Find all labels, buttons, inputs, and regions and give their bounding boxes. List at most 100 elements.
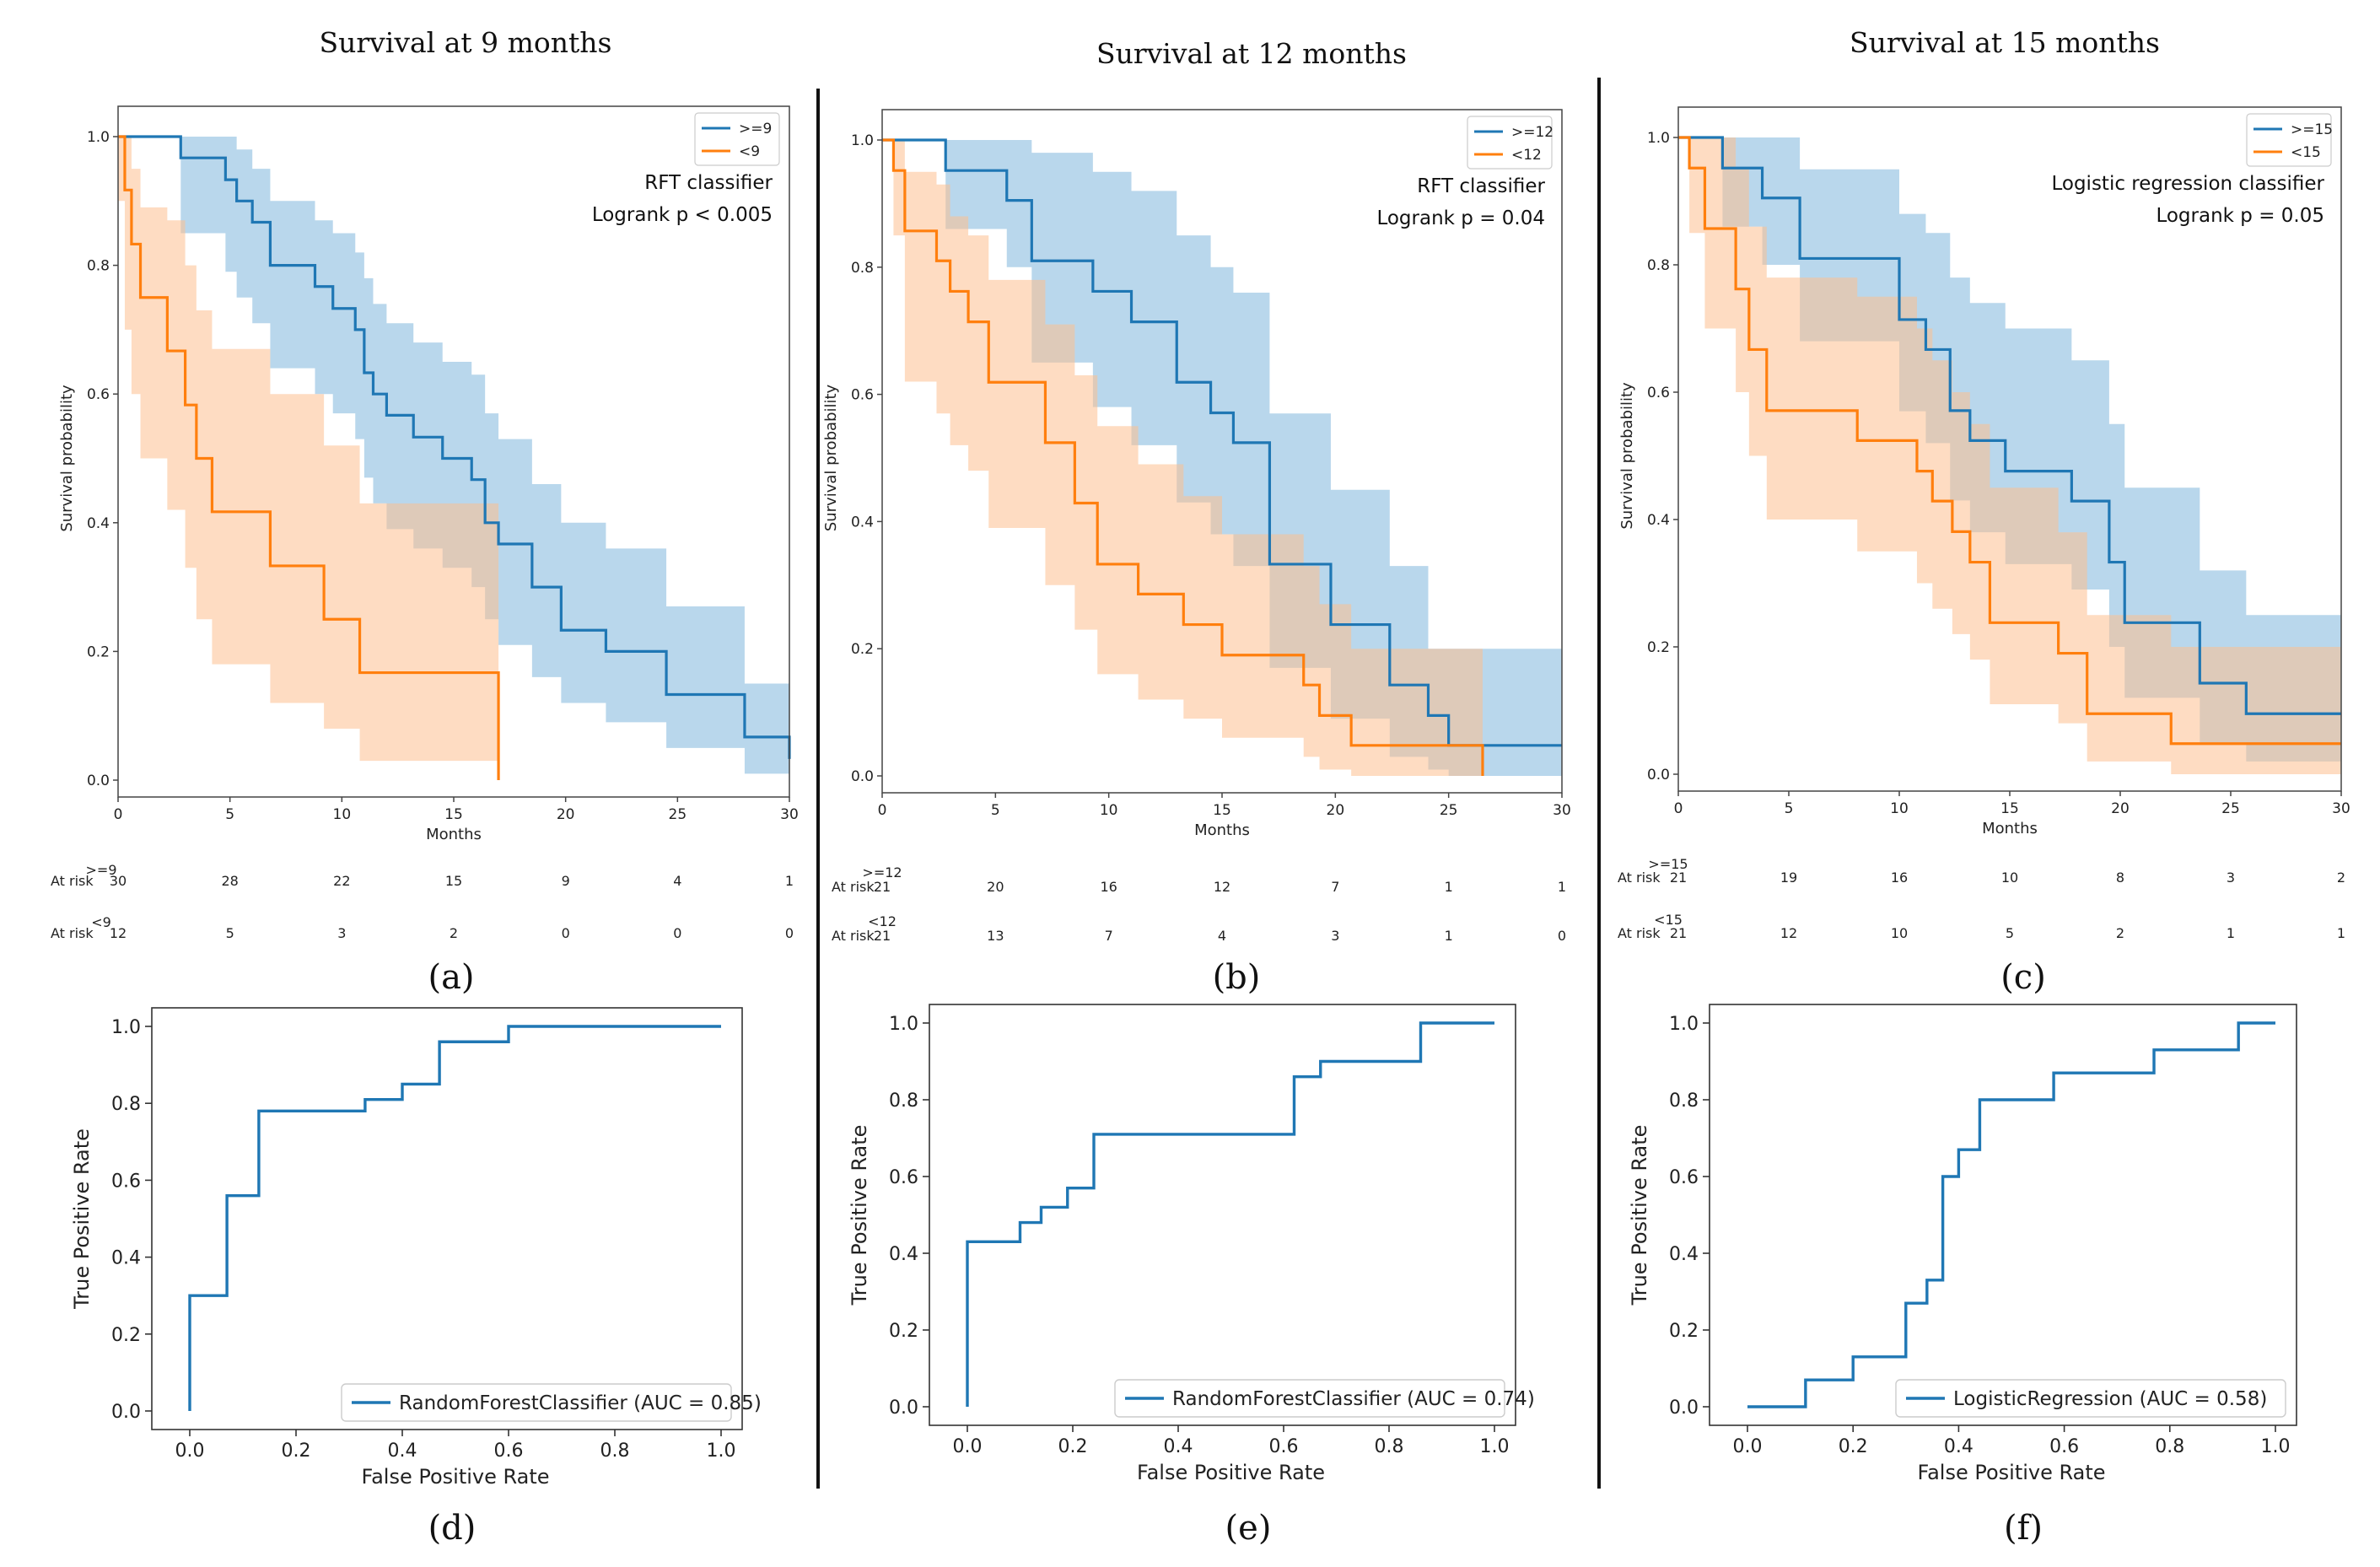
y-axis-label: Survival probability <box>58 385 76 532</box>
x-tick-label: 10 <box>1100 802 1118 819</box>
risk-value: 13 <box>987 928 1004 944</box>
annotation: Logrank p = 0.05 <box>2156 205 2324 227</box>
legend: RandomForestClassifier (AUC = 0.85) <box>341 1383 762 1422</box>
risk-value: 1 <box>1445 928 1453 944</box>
annotation: Logrank p = 0.04 <box>1376 207 1545 229</box>
y-tick-label: 0.2 <box>1647 639 1670 656</box>
legend-label: <15 <box>2291 144 2321 161</box>
risk-value: 1 <box>785 873 794 889</box>
x-tick-label: 20 <box>1327 802 1345 819</box>
x-tick-label: 0.4 <box>1164 1436 1193 1457</box>
risk-value: 1 <box>2227 925 2235 941</box>
legend-label: >=9 <box>739 121 772 137</box>
risk-value: 10 <box>1891 925 1908 941</box>
chart-title: Survival at 12 months <box>1096 37 1407 70</box>
panel-label: (f) <box>2004 1509 2043 1548</box>
risk-value: 0 <box>1558 928 1566 944</box>
y-tick-label: 0.8 <box>1647 257 1670 274</box>
x-tick-label: 10 <box>333 806 352 823</box>
x-tick-label: 1.0 <box>707 1440 736 1462</box>
y-tick-label: 0.8 <box>111 1094 141 1115</box>
chart-title: Survival at 9 months <box>320 26 612 59</box>
x-tick-label: 0.6 <box>2049 1436 2079 1457</box>
y-tick-label: 0.4 <box>87 515 110 532</box>
y-tick-label: 0.6 <box>111 1171 141 1192</box>
x-tick-label: 1.0 <box>2261 1436 2291 1457</box>
risk-value: 2 <box>2116 925 2124 941</box>
risk-value: 28 <box>221 873 238 889</box>
risk-value: 1 <box>2337 925 2345 941</box>
legend-label: RandomForestClassifier (AUC = 0.74) <box>1172 1388 1535 1410</box>
y-tick-label: 1.0 <box>87 129 110 146</box>
risk-group-label: >=9 <box>86 862 117 878</box>
x-tick-label: 0 <box>878 802 887 819</box>
risk-value: 16 <box>1100 879 1117 895</box>
risk-value: 3 <box>1331 928 1339 944</box>
x-tick-label: 0.4 <box>388 1440 417 1462</box>
x-tick-label: 0 <box>114 806 123 823</box>
ci-band-<15 <box>1678 137 2341 774</box>
x-tick-label: 20 <box>557 806 575 823</box>
x-tick-label: 5 <box>1785 800 1794 817</box>
km-chart-3: Survival at 15 months 0.0 0.2 0.4 0.6 0.8 1.0 0… <box>1618 26 2350 997</box>
risk-value: 12 <box>110 925 127 941</box>
x-axis-label: False Positive Rate <box>361 1465 549 1489</box>
x-tick-label: 0.8 <box>2155 1436 2184 1457</box>
roc-curve <box>1747 1021 2275 1408</box>
y-tick-label: 0.2 <box>111 1325 141 1346</box>
legend: >=12 <12 <box>1467 116 1553 170</box>
risk-value: 21 <box>874 928 891 944</box>
x-tick-label: 0.6 <box>1269 1436 1299 1457</box>
panel-label: (b) <box>1213 958 1261 997</box>
risk-value: 22 <box>333 873 350 889</box>
legend: >=9<9 <box>694 112 780 166</box>
y-axis-label: Survival probability <box>1618 382 1636 530</box>
y-tick-label: 1.0 <box>851 132 874 149</box>
risk-value: 12 <box>1780 925 1797 941</box>
y-tick-label: 0.2 <box>1669 1321 1699 1342</box>
panel-label: (d) <box>428 1509 477 1548</box>
x-axis-label: Months <box>1982 820 2038 837</box>
panel-label: (c) <box>2000 958 2046 997</box>
risk-value: 1 <box>1445 879 1453 895</box>
x-tick-label: 30 <box>780 806 799 823</box>
risk-value: 4 <box>1218 928 1226 944</box>
y-tick-label: 1.0 <box>111 1017 141 1038</box>
risk-value: 21 <box>874 879 891 895</box>
survival-line-<9 <box>118 135 500 780</box>
ci-band-<9 <box>118 137 499 780</box>
y-tick-label: 0.8 <box>889 1090 918 1112</box>
risk-row-label: At risk <box>832 879 875 895</box>
ci-band->=12 <box>882 140 1562 776</box>
x-tick-label: 25 <box>1440 802 1458 819</box>
risk-group-label: <15 <box>1654 912 1683 928</box>
legend-box <box>1895 1379 2286 1418</box>
y-tick-label: 1.0 <box>889 1014 918 1035</box>
roc-curve <box>966 1021 1494 1407</box>
y-tick-label: 0.8 <box>1669 1090 1699 1112</box>
legend-label: RandomForestClassifier (AUC = 0.85) <box>399 1392 762 1414</box>
legend-box <box>1114 1379 1505 1418</box>
y-tick-label: 0.8 <box>87 258 110 275</box>
legend-label: LogisticRegression (AUC = 0.58) <box>1953 1388 2267 1410</box>
y-axis-label: True Positive Rate <box>70 1128 94 1310</box>
x-tick-label: 30 <box>1553 802 1571 819</box>
risk-value: 3 <box>2227 870 2235 886</box>
x-axis-label: False Positive Rate <box>1917 1461 2105 1484</box>
x-tick-label: 0.2 <box>1839 1436 1868 1457</box>
survival-line->=15 <box>1678 136 2341 715</box>
x-tick-label: 5 <box>225 806 234 823</box>
risk-value: 19 <box>1780 870 1797 886</box>
risk-value: 16 <box>1891 870 1908 886</box>
risk-value: 1 <box>1558 879 1566 895</box>
km-chart-2: Survival at 12 months 0.0 0.2 0.4 0.6 0.8 1.0 0… <box>822 37 1571 997</box>
roc-chart-3: 0.0 0.2 0.4 0.6 0.8 1.0 0.0 0.2 0.4 0.6 0.8 1.0 Fals… <box>1628 1004 2297 1548</box>
y-tick-label: 0.4 <box>851 514 874 530</box>
risk-value: 15 <box>445 873 462 889</box>
legend: RandomForestClassifier (AUC = 0.74) <box>1114 1379 1535 1418</box>
risk-value: 5 <box>226 925 234 941</box>
risk-value: 5 <box>2006 925 2014 941</box>
y-tick-label: 0.8 <box>851 260 874 277</box>
y-axis-label: True Positive Rate <box>848 1125 871 1306</box>
